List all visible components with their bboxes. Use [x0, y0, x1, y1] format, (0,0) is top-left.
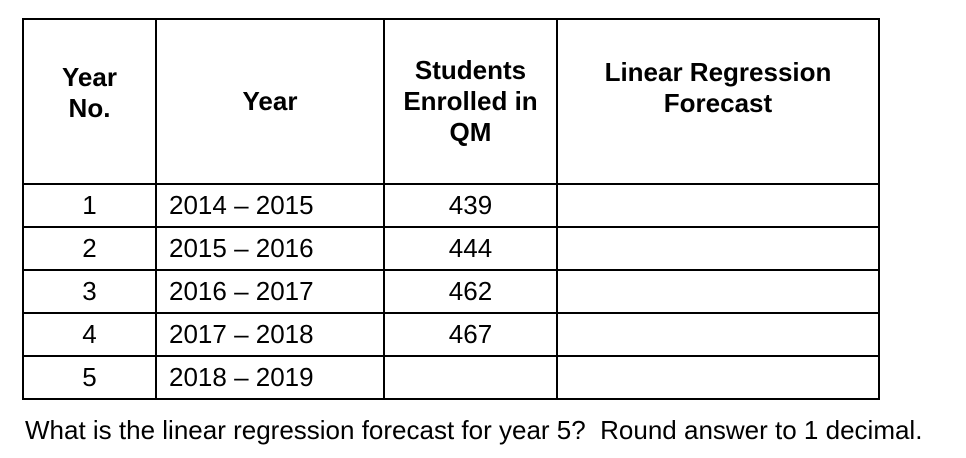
table-row: 3 2016 – 2017 462	[22, 269, 880, 314]
students-cell: 462	[383, 269, 558, 314]
forecast-cell	[556, 226, 880, 271]
students-cell	[383, 355, 558, 400]
forecast-cell	[556, 312, 880, 357]
year-no-cell: 1	[22, 183, 157, 228]
year-no-cell: 4	[22, 312, 157, 357]
question-text: What is the linear regression forecast f…	[25, 415, 923, 445]
forecast-cell	[556, 355, 880, 400]
students-cell: 439	[383, 183, 558, 228]
year-no-cell: 3	[22, 269, 157, 314]
table-header-row: Year No. Year Students Enrolled in QM Li…	[22, 18, 880, 185]
year-cell: 2015 – 2016	[155, 226, 385, 271]
year-no-cell: 5	[22, 355, 157, 400]
students-cell: 444	[383, 226, 558, 271]
header-forecast: Linear Regression Forecast	[556, 18, 880, 185]
enrollment-table: Year No. Year Students Enrolled in QM Li…	[22, 18, 880, 400]
year-cell: 2016 – 2017	[155, 269, 385, 314]
year-cell: 2018 – 2019	[155, 355, 385, 400]
table-row: 1 2014 – 2015 439	[22, 183, 880, 228]
table-row: 4 2017 – 2018 467	[22, 312, 880, 357]
forecast-cell	[556, 183, 880, 228]
year-no-cell: 2	[22, 226, 157, 271]
year-cell: 2017 – 2018	[155, 312, 385, 357]
year-cell: 2014 – 2015	[155, 183, 385, 228]
students-cell: 467	[383, 312, 558, 357]
forecast-cell	[556, 269, 880, 314]
header-year-no: Year No.	[22, 18, 157, 185]
table-row: 2 2015 – 2016 444	[22, 226, 880, 271]
header-students: Students Enrolled in QM	[383, 18, 558, 185]
header-year: Year	[155, 18, 385, 185]
table-row: 5 2018 – 2019	[22, 355, 880, 400]
